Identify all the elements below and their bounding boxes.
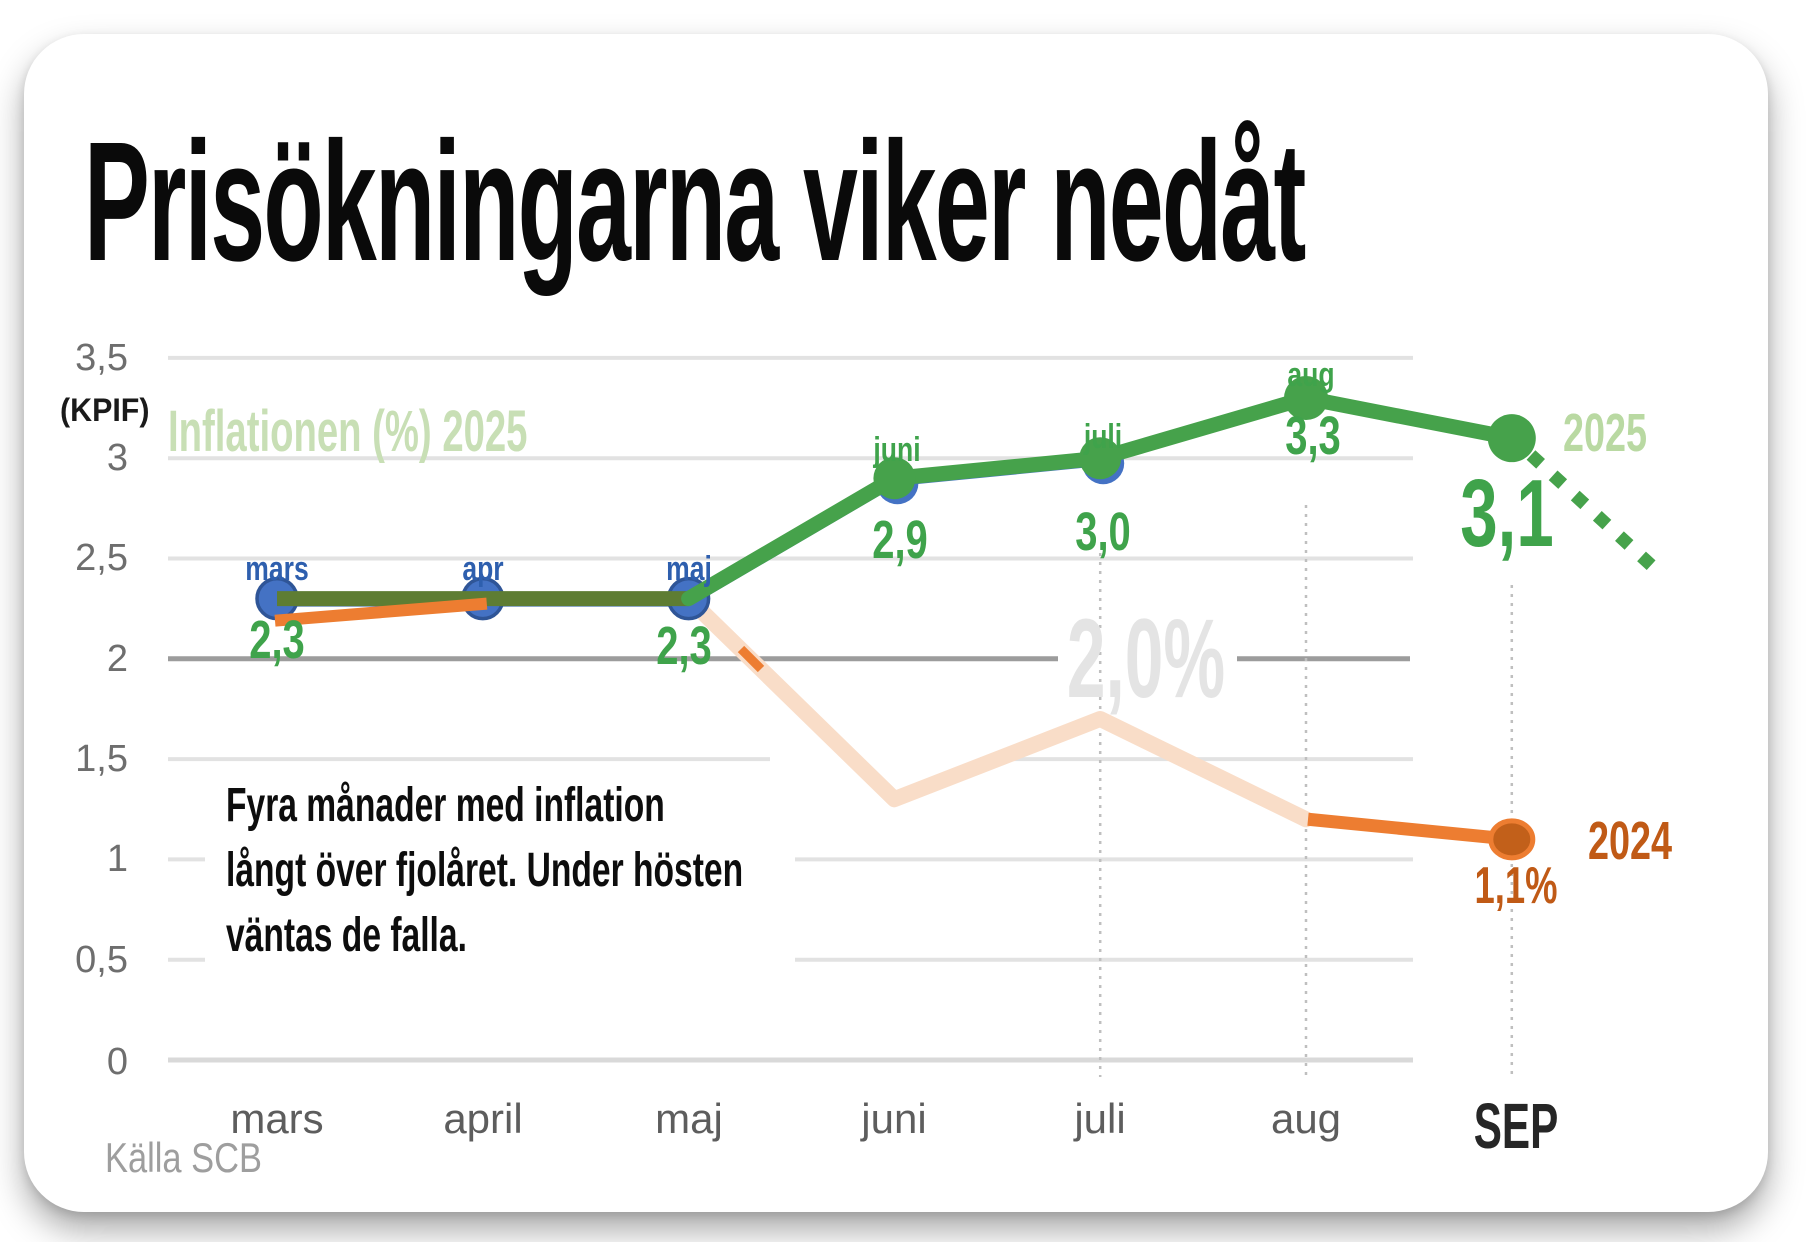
x-tick-sep: SEP bbox=[1473, 1090, 1559, 1162]
value-2025-mars: 2,3 bbox=[249, 610, 305, 670]
annotation-background bbox=[205, 762, 795, 977]
marker-2025-sep bbox=[1487, 414, 1536, 463]
point-label-aug: aug bbox=[1287, 356, 1335, 394]
series-2024-solid-mars-apr bbox=[274, 597, 488, 627]
point-label-mars: mars bbox=[245, 550, 309, 588]
x-tick-juli: juli bbox=[1074, 1095, 1126, 1142]
y-tick-1: 1 bbox=[106, 838, 128, 880]
marker-2025-juni bbox=[873, 457, 916, 500]
x-tick-mars: mars bbox=[230, 1095, 324, 1142]
reference-line-label: 2,0% bbox=[1066, 596, 1226, 721]
annotation-text: Fyra månader med inflation långt över fj… bbox=[226, 773, 743, 968]
source-credit: Källa SCB bbox=[105, 1134, 262, 1181]
x-tick-maj: maj bbox=[655, 1095, 723, 1142]
chart-subtitle: Inflationen (%) 2025 bbox=[168, 399, 528, 464]
marker-2025-aug bbox=[1284, 376, 1328, 421]
series-2024-faded bbox=[680, 590, 1314, 828]
y-tick-0: 0 bbox=[106, 1041, 128, 1083]
axis-unit-label: (KPIF) bbox=[60, 392, 150, 428]
series-label-2024: 2024 bbox=[1587, 811, 1673, 871]
series-label-2025: 2025 bbox=[1562, 403, 1648, 463]
page-title: Prisökningarna viker nedåt bbox=[84, 107, 1306, 297]
marker-2025-juli bbox=[1079, 437, 1122, 480]
y-tick-0-5: 0,5 bbox=[75, 939, 128, 981]
x-tick-aug: aug bbox=[1270, 1095, 1342, 1142]
marker-2024-sep bbox=[1488, 818, 1536, 861]
y-tick-3-5: 3,5 bbox=[75, 337, 128, 379]
series-2024-solid-aug-sep bbox=[1307, 812, 1513, 846]
y-tick-3: 3 bbox=[106, 437, 128, 479]
x-tick-juni: juni bbox=[861, 1095, 927, 1142]
y-tick-2-5: 2,5 bbox=[75, 537, 128, 579]
point-label-apr: apr bbox=[462, 550, 504, 588]
value-2025-maj: 2,3 bbox=[656, 616, 712, 676]
y-tick-1-5: 1,5 bbox=[75, 738, 128, 780]
value-2025-aug: 3,3 bbox=[1285, 406, 1341, 466]
annotation-line-1: Fyra månader med inflation bbox=[226, 779, 665, 832]
y-tick-2: 2 bbox=[106, 638, 128, 680]
point-label-juni: juni bbox=[873, 431, 921, 469]
point-label-juli: juli bbox=[1083, 418, 1123, 456]
annotation-line-2: långt över fjolåret. Under hösten bbox=[226, 844, 744, 897]
value-2025-juli: 3,0 bbox=[1075, 502, 1131, 562]
value-2025-juni: 2,9 bbox=[872, 510, 928, 570]
series-2024-cross-2pct bbox=[737, 645, 765, 673]
point-label-maj: maj bbox=[666, 550, 712, 588]
value-2025-sep-big: 3,1 bbox=[1460, 460, 1554, 567]
annotation-line-3: väntas de falla. bbox=[226, 909, 467, 962]
value-2024-sep: 1,1% bbox=[1474, 857, 1558, 915]
x-tick-april: april bbox=[443, 1095, 523, 1142]
